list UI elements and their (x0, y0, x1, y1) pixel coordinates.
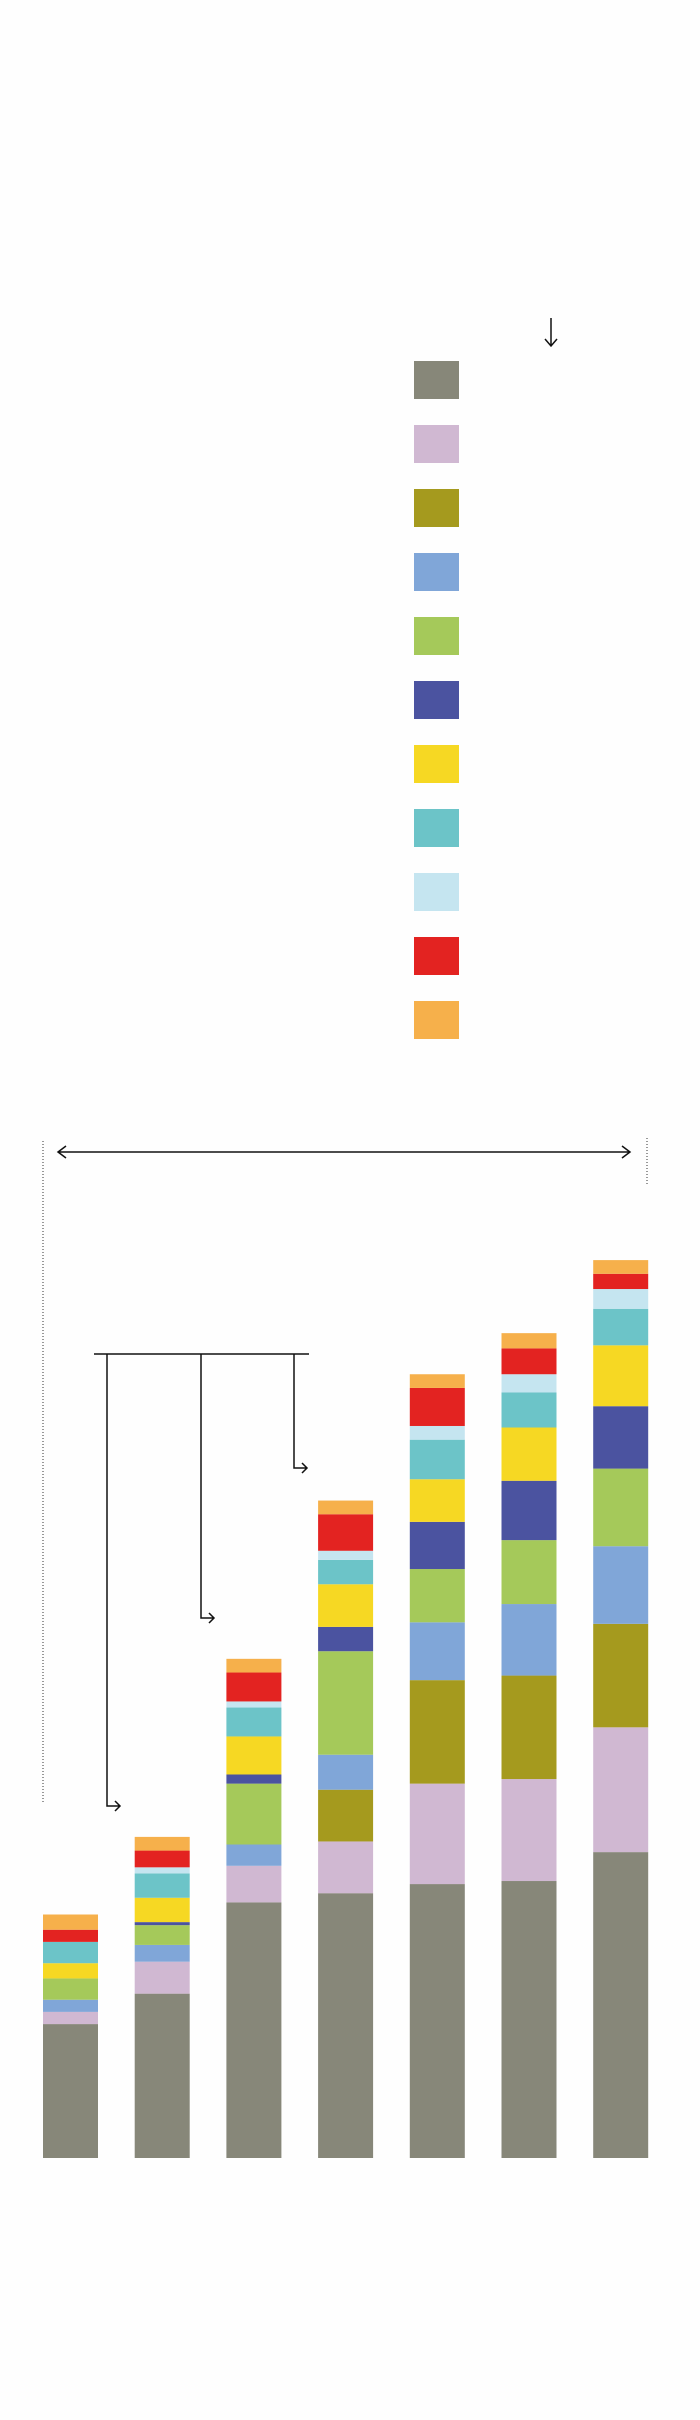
bar-segment (593, 1852, 649, 2158)
legend-swatch (414, 1001, 459, 1039)
bar-segment (593, 1289, 649, 1309)
legend-swatch (414, 681, 459, 719)
bar-segment (501, 1675, 557, 1780)
bar-segment (501, 1348, 557, 1375)
bar-segment (593, 1308, 649, 1346)
down-arrow (544, 318, 558, 348)
callout-arrow (200, 1354, 216, 1624)
bar-segment (226, 1701, 282, 1708)
legend-swatch (414, 425, 459, 463)
legend-swatch (414, 809, 459, 847)
bar-segment (593, 1406, 649, 1469)
bar-segment (134, 1961, 190, 1994)
bar-segment (226, 1707, 282, 1737)
bar-segment (318, 1626, 374, 1652)
bar-segment (134, 1850, 190, 1868)
bar-segment (409, 1479, 465, 1522)
bar-segment (501, 1779, 557, 1882)
legend-swatch (414, 617, 459, 655)
bar-segment (134, 1897, 190, 1923)
span-arrow (56, 1145, 632, 1159)
bar-segment (501, 1374, 557, 1393)
bar-segment (226, 1902, 282, 2158)
bar-segment (318, 1550, 374, 1560)
bar-segment (409, 1374, 465, 1388)
bar-segment (318, 1559, 374, 1585)
bar-segment (593, 1260, 649, 1274)
bar-segment (409, 1783, 465, 1885)
bar-segment (318, 1514, 374, 1551)
bar-segment (43, 1929, 98, 1942)
bar-segment (318, 1841, 374, 1894)
bar-segment (409, 1387, 465, 1426)
bar-segment (226, 1783, 282, 1845)
bar-segment (226, 1672, 282, 1702)
annotations (42, 318, 648, 1812)
bar-segment (593, 1468, 649, 1547)
bar-segment (43, 1963, 98, 1979)
bar-segment (409, 1521, 465, 1570)
bar-segment (501, 1392, 557, 1428)
bar-segment (43, 1999, 98, 2012)
legend-swatch (414, 361, 459, 399)
bar-segment (409, 1622, 465, 1681)
bar-segment (501, 1427, 557, 1481)
bar-segment (226, 1774, 282, 1784)
bar-segment (593, 1623, 649, 1728)
bar-segment (43, 1914, 98, 1930)
bar-segment (318, 1651, 374, 1755)
bar-segment (318, 1584, 374, 1627)
bar-segment (409, 1569, 465, 1623)
bar-segment (134, 1993, 190, 2158)
bar-segment (409, 1439, 465, 1480)
bar-segment (409, 1680, 465, 1784)
bar-segment (134, 1925, 190, 1945)
legend-swatch (414, 745, 459, 783)
bar-segment (593, 1727, 649, 1853)
bar-segment (43, 1978, 98, 2000)
bar-segment (593, 1345, 649, 1407)
bar-segment (501, 1480, 557, 1541)
bar-segment (409, 1884, 465, 2158)
bar-segment (593, 1273, 649, 1290)
bar-segment (134, 1836, 190, 1851)
bar-segment (43, 1941, 98, 1964)
legend-swatch (414, 489, 459, 527)
bar-segment (134, 1867, 190, 1874)
bar-segment (226, 1736, 282, 1775)
bar-segment (134, 1944, 190, 1962)
legend-swatch (414, 937, 459, 975)
bar-segment (318, 1789, 374, 1842)
bar-segment (318, 1500, 374, 1515)
bar-segment (43, 2024, 98, 2158)
bar-segment (43, 2011, 98, 2025)
bar-segment (134, 1873, 190, 1898)
bar-segment (318, 1754, 374, 1790)
bar-segment (134, 1922, 190, 1926)
legend-swatch (414, 553, 459, 591)
bar-segment (501, 1333, 557, 1349)
bar-segment (501, 1881, 557, 2158)
bar-segment (501, 1604, 557, 1676)
legend-swatch (414, 873, 459, 911)
callout-arrow (293, 1354, 309, 1474)
bar-segment (226, 1865, 282, 1903)
bar-segment (593, 1546, 649, 1624)
bar-segment (318, 1893, 374, 2158)
bar-segment (226, 1658, 282, 1673)
callout-arrow (106, 1354, 122, 1812)
bar-segment (409, 1425, 465, 1440)
bar-segment (501, 1540, 557, 1605)
bar-segment (226, 1844, 282, 1866)
